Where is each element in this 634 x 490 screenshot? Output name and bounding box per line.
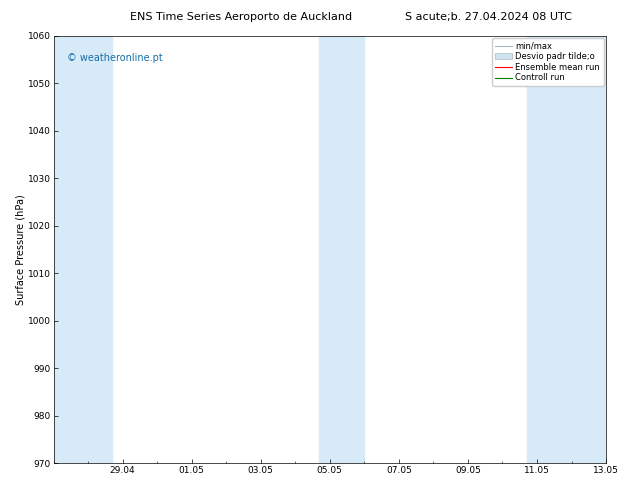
Text: © weatheronline.pt: © weatheronline.pt bbox=[67, 53, 163, 63]
Y-axis label: Surface Pressure (hPa): Surface Pressure (hPa) bbox=[15, 194, 25, 305]
Text: S acute;b. 27.04.2024 08 UTC: S acute;b. 27.04.2024 08 UTC bbox=[404, 12, 572, 22]
Bar bbox=[320, 36, 365, 463]
Legend: min/max, Desvio padr tilde;o, Ensemble mean run, Controll run: min/max, Desvio padr tilde;o, Ensemble m… bbox=[492, 38, 604, 86]
Bar bbox=[527, 36, 613, 463]
Text: ENS Time Series Aeroporto de Auckland: ENS Time Series Aeroporto de Auckland bbox=[130, 12, 352, 22]
Bar bbox=[53, 36, 112, 463]
